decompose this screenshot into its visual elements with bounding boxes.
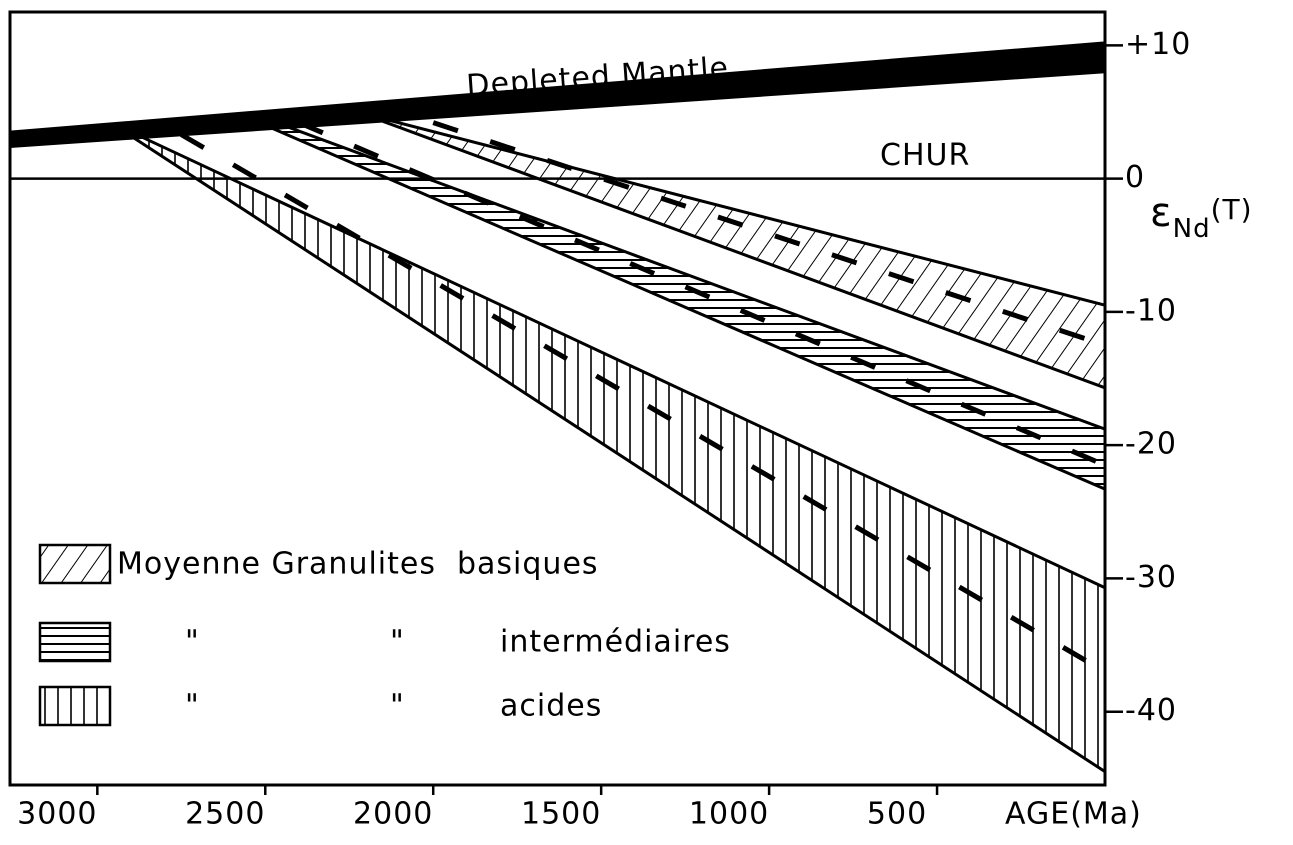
x-tick-label: 2500 xyxy=(185,797,265,832)
y-tick-label: -10 xyxy=(1125,293,1177,328)
y-label-symbol: ε xyxy=(1150,190,1173,236)
legend-swatch xyxy=(38,685,112,727)
legend-ditto: " xyxy=(390,689,405,724)
legend-swatch xyxy=(38,621,112,663)
legend-ditto: " xyxy=(185,625,200,660)
x-tick-label: 500 xyxy=(867,797,927,832)
legend-prefix: Moyenne Granulites xyxy=(117,547,436,582)
legend-ditto: " xyxy=(185,689,200,724)
y-tick-label: -30 xyxy=(1125,560,1177,595)
reference-label: CHUR xyxy=(880,138,970,173)
x-tick-label: 2000 xyxy=(353,797,433,832)
y-axis-label: εNd(T) xyxy=(1150,190,1253,244)
legend-label: basiques xyxy=(457,547,599,582)
x-tick-label: 1000 xyxy=(689,797,769,832)
band-upper xyxy=(130,130,1106,590)
band-lower xyxy=(382,119,1106,390)
plot-frame xyxy=(8,10,1107,787)
y-tick-label: -20 xyxy=(1125,427,1177,462)
x-tick-label: 3000 xyxy=(17,797,97,832)
y-tick-label: +10 xyxy=(1125,27,1191,62)
y-tick-label: 0 xyxy=(1125,160,1145,195)
y-label-sub: Nd xyxy=(1173,214,1211,244)
band-lower xyxy=(130,134,1106,773)
y-label-rest: (T) xyxy=(1211,193,1253,226)
band-fill xyxy=(265,118,1105,490)
band-lower xyxy=(264,123,1106,491)
band-upper xyxy=(264,117,1106,431)
legend-ditto: " xyxy=(390,625,405,660)
mantle-band xyxy=(10,41,1105,148)
band-upper xyxy=(382,117,1106,307)
legend-label: acides xyxy=(500,689,602,724)
legend-swatch xyxy=(38,543,112,585)
x-axis-label: AGE(Ma) xyxy=(1005,797,1142,832)
y-tick-label: -40 xyxy=(1125,693,1177,728)
x-tick-label: 1500 xyxy=(521,797,601,832)
legend-label: intermédiaires xyxy=(500,625,731,660)
